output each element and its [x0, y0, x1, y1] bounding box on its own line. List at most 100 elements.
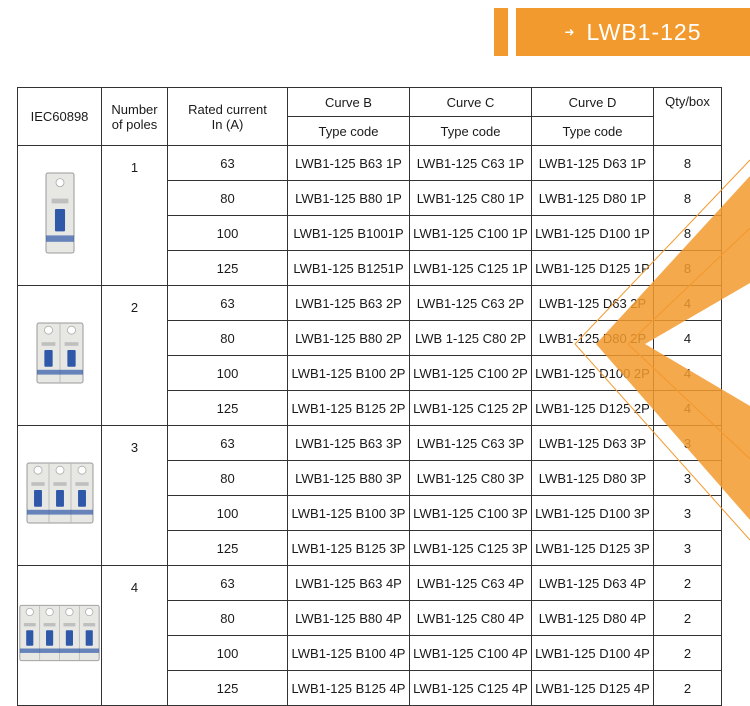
header-qty: Qty/box	[653, 87, 722, 146]
product-image	[19, 147, 101, 281]
rated-current-cell: 63	[167, 425, 288, 461]
rated-current-cell: 125	[167, 670, 288, 706]
rated-current-cell: 63	[167, 145, 288, 181]
type-code-c-cell: LWB1-125 C63 1P	[409, 145, 532, 181]
type-code-c-cell: LWB1-125 C125 2P	[409, 390, 532, 426]
header-standard: IEC60898	[17, 87, 102, 146]
qty-cell: 4	[653, 285, 722, 321]
qty-cell: 8	[653, 180, 722, 216]
type-code-c-cell: LWB1-125 C63 2P	[409, 285, 532, 321]
header-rated-line1: Rated current	[188, 101, 267, 117]
qty-cell: 4	[653, 320, 722, 356]
poles-value: 1	[130, 160, 139, 175]
rated-current-cell: 80	[167, 600, 288, 636]
poles-value: 3	[130, 440, 139, 455]
table-row: 80 LWB1-125 B80 4P LWB1-125 C80 4P LWB1-125…	[18, 600, 722, 636]
product-image-cell	[17, 565, 102, 706]
rated-current-cell: 80	[167, 320, 288, 356]
table-row: 125 LWB1-125 B125 4P LWB1-125 C125 4P LWB1-…	[18, 670, 722, 706]
rated-current-cell: 63	[167, 285, 288, 321]
type-code-b-cell: LWB1-125 B100 3P	[287, 495, 410, 531]
qty-cell: 2	[653, 635, 722, 671]
table-row: 4 63 LWB1-125 B63 4P LWB1-125 C63 4P LWB1-12…	[17, 565, 722, 706]
poles-value: 2	[130, 300, 139, 315]
qty-cell: 3	[653, 530, 722, 566]
header-rated-line2: In (A)	[211, 116, 244, 132]
rated-current-cell: 80	[167, 180, 288, 216]
poles-cell: 4	[101, 565, 168, 706]
type-code-d-cell: LWB1-125 D125 4P	[531, 670, 654, 706]
header-rated-current: Rated current In (A)	[167, 87, 288, 146]
type-code-b-cell: LWB1-125 B1251P	[287, 250, 410, 286]
rated-current-cell: 63	[167, 565, 288, 601]
type-code-d-cell: LWB1-125 D100 4P	[531, 635, 654, 671]
type-code-b-cell: LWB1-125 B63 4P	[287, 565, 410, 601]
type-code-d-cell: LWB1-125 D100 3P	[531, 495, 654, 531]
poles-cell: 2	[101, 285, 168, 426]
qty-cell: 2	[653, 600, 722, 636]
poles-value: 4	[130, 580, 139, 595]
type-code-c-cell: LWB1-125 C125 4P	[409, 670, 532, 706]
type-code-d-cell: LWB1-125 D80 1P	[531, 180, 654, 216]
type-code-c-cell: LWB1-125 C63 3P	[409, 425, 532, 461]
type-code-b-cell: LWB1-125 B80 3P	[287, 460, 410, 496]
type-code-d-cell: LWB1-125 D125 2P	[531, 390, 654, 426]
header-curve-d: Curve D	[531, 87, 654, 117]
type-code-d-cell: LWB1-125 D63 4P	[531, 565, 654, 601]
arrow-right-icon: ➜	[564, 25, 575, 39]
type-code-d-cell: LWB1-125 D80 2P	[531, 320, 654, 356]
type-code-c-cell: LWB1-125 C100 4P	[409, 635, 532, 671]
product-image	[19, 287, 101, 421]
qty-cell: 8	[653, 145, 722, 181]
header-type-code-b: Type code	[287, 116, 410, 146]
type-code-d-cell: LWB1-125 D100 2P	[531, 355, 654, 391]
header-curve-c: Curve C	[409, 87, 532, 117]
header-poles-line2: of poles	[111, 116, 158, 132]
qty-cell: 8	[653, 250, 722, 286]
qty-cell: 2	[653, 565, 722, 601]
type-code-d-cell: LWB1-125 D63 3P	[531, 425, 654, 461]
type-code-d-cell: LWB1-125 D80 3P	[531, 460, 654, 496]
circuit-breaker-icon	[19, 604, 100, 662]
table-row: 2 63 LWB1-125 B63 2P LWB1-125 C63 2P LWB1-12…	[17, 285, 722, 426]
type-code-c-cell: LWB1-125 C80 3P	[409, 460, 532, 496]
qty-cell: 2	[653, 670, 722, 706]
product-title: LWB1-125	[586, 18, 702, 45]
type-code-b-cell: LWB1-125 B100 4P	[287, 635, 410, 671]
type-code-b-cell: LWB1-125 B125 2P	[287, 390, 410, 426]
type-code-d-cell: LWB1-125 D125 3P	[531, 530, 654, 566]
rated-current-cell: 100	[167, 215, 288, 251]
rated-current-cell: 100	[167, 495, 288, 531]
header-type-code-d: Type code	[531, 116, 654, 146]
product-image-cell	[17, 145, 102, 286]
header-curve-b: Curve B	[287, 87, 410, 117]
type-code-c-cell: LWB1-125 C125 3P	[409, 530, 532, 566]
type-code-b-cell: LWB1-125 B63 1P	[287, 145, 410, 181]
type-code-c-cell: LWB1-125 C125 1P	[409, 250, 532, 286]
type-code-b-cell: LWB1-125 B125 3P	[287, 530, 410, 566]
type-code-d-cell: LWB1-125 D100 1P	[531, 215, 654, 251]
type-code-c-cell: LWB 1-125 C80 2P	[409, 320, 532, 356]
type-code-b-cell: LWB1-125 B80 2P	[287, 320, 410, 356]
product-image-cell	[17, 285, 102, 426]
type-code-b-cell: LWB1-125 B63 3P	[287, 425, 410, 461]
type-code-b-cell: LWB1-125 B80 4P	[287, 600, 410, 636]
title-banner: ➜ LWB1-125	[516, 8, 750, 56]
spec-table: IEC60898 Number of poles Rated current I…	[17, 87, 722, 706]
circuit-breaker-icon	[36, 322, 83, 384]
type-code-c-cell: LWB1-125 C100 1P	[409, 215, 532, 251]
type-code-b-cell: LWB1-125 B125 4P	[287, 670, 410, 706]
type-code-b-cell: LWB1-125 B80 1P	[287, 180, 410, 216]
qty-cell: 4	[653, 390, 722, 426]
table-row: 100 LWB1-125 B100 4P LWB1-125 C100 4P LWB1-…	[18, 635, 722, 671]
rated-current-cell: 125	[167, 530, 288, 566]
qty-cell: 3	[653, 495, 722, 531]
header-type-code-c: Type code	[409, 116, 532, 146]
rated-current-cell: 100	[167, 355, 288, 391]
type-code-b-cell: LWB1-125 B1001P	[287, 215, 410, 251]
type-code-c-cell: LWB1-125 C100 2P	[409, 355, 532, 391]
type-code-d-cell: LWB1-125 D125 1P	[531, 250, 654, 286]
poles-cell: 1	[101, 145, 168, 286]
header-poles-line1: Number	[111, 101, 158, 117]
qty-cell: 8	[653, 215, 722, 251]
